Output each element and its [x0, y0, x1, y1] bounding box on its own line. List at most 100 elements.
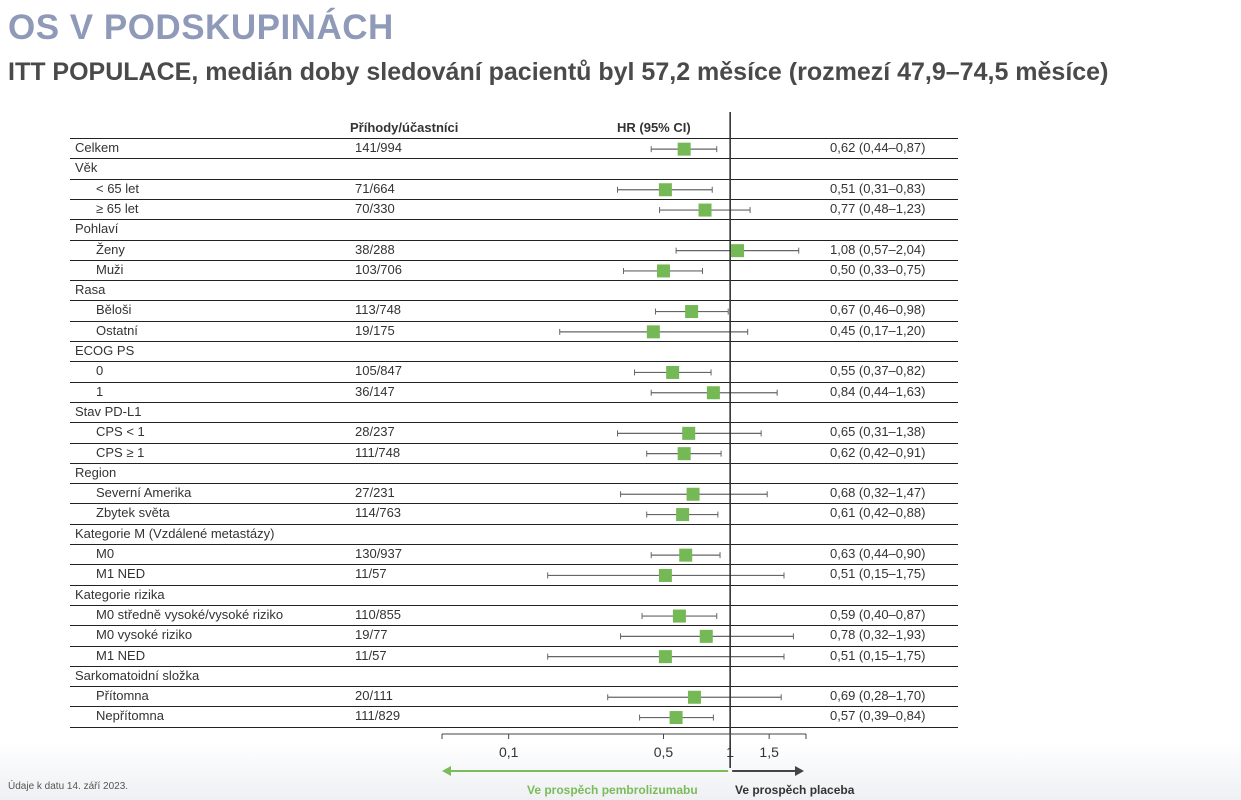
row-label: Přítomna [96, 688, 149, 704]
table-row: Kategorie rizika [0, 585, 1241, 605]
footnote: Údaje k datu 14. září 2023. [8, 781, 129, 792]
row-hr-value: 0,84 (0,44–1,63) [830, 383, 926, 399]
row-rule [70, 442, 958, 444]
row-events: 113/748 [355, 302, 402, 318]
row-label: 1 [96, 383, 104, 399]
row-rule [70, 584, 958, 586]
table-row: Ostatní 19/175 0,45 (0,17–1,20) [0, 321, 1241, 341]
table-row: Sarkomatoidní složka [0, 666, 1241, 686]
row-events: 38/288 [355, 241, 395, 257]
row-rule [70, 462, 958, 464]
table-row: Severní Amerika 27/231 0,68 (0,32–1,47) [0, 483, 1241, 503]
events-column-header: Příhody/účastníci [350, 120, 459, 135]
row-label: Region [75, 464, 117, 480]
row-events: 130/937 [355, 546, 402, 561]
row-rule [70, 361, 958, 363]
row-label: M0 [96, 546, 115, 561]
table-row: ECOG PS [0, 341, 1241, 361]
row-events: 70/330 [355, 200, 395, 216]
row-events: 20/111 [355, 688, 393, 704]
row-hr-value: 0,65 (0,31–1,38) [830, 424, 926, 440]
row-label: Běloši [96, 302, 132, 318]
row-label: Ostatní [96, 322, 138, 338]
table-row: Muži 103/706 0,50 (0,33–0,75) [0, 260, 1241, 280]
row-hr-value: 0,77 (0,48–1,23) [830, 200, 926, 216]
row-hr-value: 0,51 (0,31–0,83) [830, 180, 926, 196]
row-rule [70, 259, 958, 261]
row-label: ≥ 65 let [96, 200, 139, 216]
row-label: M1 NED [96, 566, 146, 582]
row-events: 110/855 [355, 606, 402, 622]
page-subtitle: ITT POPULACE, medián doby sledování paci… [8, 58, 1109, 86]
row-label: M0 středně vysoké/vysoké riziko [96, 606, 284, 622]
row-label: Zbytek světa [96, 505, 170, 521]
table-row: M0 130/937 0,63 (0,44–0,90) [0, 544, 1241, 564]
page-title: OS V PODSKUPINÁCH [8, 8, 394, 47]
favor-placebo-label: Ve prospěch placeba [735, 783, 855, 797]
table-row: Region [0, 463, 1241, 483]
row-hr-value: 0,45 (0,17–1,20) [830, 322, 926, 338]
row-events: 141/994 [355, 140, 402, 155]
row-rule [70, 523, 958, 525]
row-label: Sarkomatoidní složka [75, 667, 200, 683]
row-label: M1 NED [96, 647, 146, 663]
row-hr-value: 0,59 (0,40–0,87) [830, 606, 926, 622]
row-hr-value: 0,55 (0,37–0,82) [830, 363, 926, 379]
row-rule [70, 381, 958, 383]
table-row: Kategorie M (Vzdálené metastázy) [0, 524, 1241, 544]
row-label: < 65 let [96, 180, 140, 196]
row-rule [70, 239, 958, 241]
row-hr-value: 0,67 (0,46–0,98) [830, 302, 926, 318]
row-events: 28/237 [355, 424, 395, 440]
row-rule [70, 178, 958, 180]
table-row: Pohlaví [0, 219, 1241, 239]
row-label: Pohlaví [75, 221, 119, 237]
row-label: Kategorie M (Vzdálené metastázy) [75, 525, 275, 541]
row-hr-value: 0,62 (0,44–0,87) [830, 140, 926, 155]
row-events: 11/57 [355, 647, 387, 663]
table-row: Rasa [0, 280, 1241, 300]
row-label: Ženy [96, 241, 125, 257]
row-label: Kategorie rizika [75, 586, 165, 602]
row-rule [70, 280, 958, 282]
table-row: Přítomna 20/111 0,69 (0,28–1,70) [0, 686, 1241, 706]
row-rule [70, 503, 958, 505]
row-label: M0 vysoké riziko [96, 627, 193, 643]
table-row: Ženy 38/288 1,08 (0,57–2,04) [0, 240, 1241, 260]
row-hr-value: 0,68 (0,32–1,47) [830, 485, 926, 501]
row-hr-value: 0,63 (0,44–0,90) [830, 546, 926, 561]
row-label: Nepřítomna [96, 708, 164, 724]
table-row: Zbytek světa 114/763 0,61 (0,42–0,88) [0, 503, 1241, 523]
row-events: 19/175 [355, 322, 395, 338]
row-label: ECOG PS [75, 343, 135, 358]
row-label: Věk [75, 160, 98, 176]
table-row: Věk [0, 158, 1241, 178]
row-rule [70, 625, 958, 627]
row-rule [70, 422, 958, 424]
row-label: Stav PD-L1 [75, 403, 142, 419]
table-row: 1 36/147 0,84 (0,44–1,63) [0, 382, 1241, 402]
favor-pembrolizumab-label: Ve prospěch pembrolizumabu [527, 783, 698, 797]
row-hr-value: 0,57 (0,39–0,84) [830, 708, 926, 724]
row-hr-value: 0,61 (0,42–0,88) [830, 505, 926, 521]
table-row: Stav PD-L1 [0, 402, 1241, 422]
row-events: 111/829 [355, 708, 401, 724]
table-row: Celkem 141/994 0,62 (0,44–0,87) [0, 138, 1241, 158]
row-hr-value: 1,08 (0,57–2,04) [830, 241, 926, 257]
row-label: Celkem [75, 140, 120, 155]
row-events: 105/847 [355, 363, 402, 379]
row-rule [70, 604, 958, 606]
row-rule [70, 483, 958, 485]
row-events: 114/763 [355, 505, 402, 521]
row-label: Rasa [75, 282, 106, 298]
row-rule [70, 665, 958, 667]
table-row: ≥ 65 let 70/330 0,77 (0,48–1,23) [0, 199, 1241, 219]
row-label: Severní Amerika [96, 485, 192, 501]
row-label: Muži [96, 261, 124, 277]
row-rule [70, 320, 958, 322]
row-events: 111/748 [355, 444, 401, 460]
row-rule [70, 645, 958, 647]
row-hr-value: 0,69 (0,28–1,70) [830, 688, 926, 704]
header-rule [70, 138, 958, 139]
row-rule [70, 706, 958, 708]
